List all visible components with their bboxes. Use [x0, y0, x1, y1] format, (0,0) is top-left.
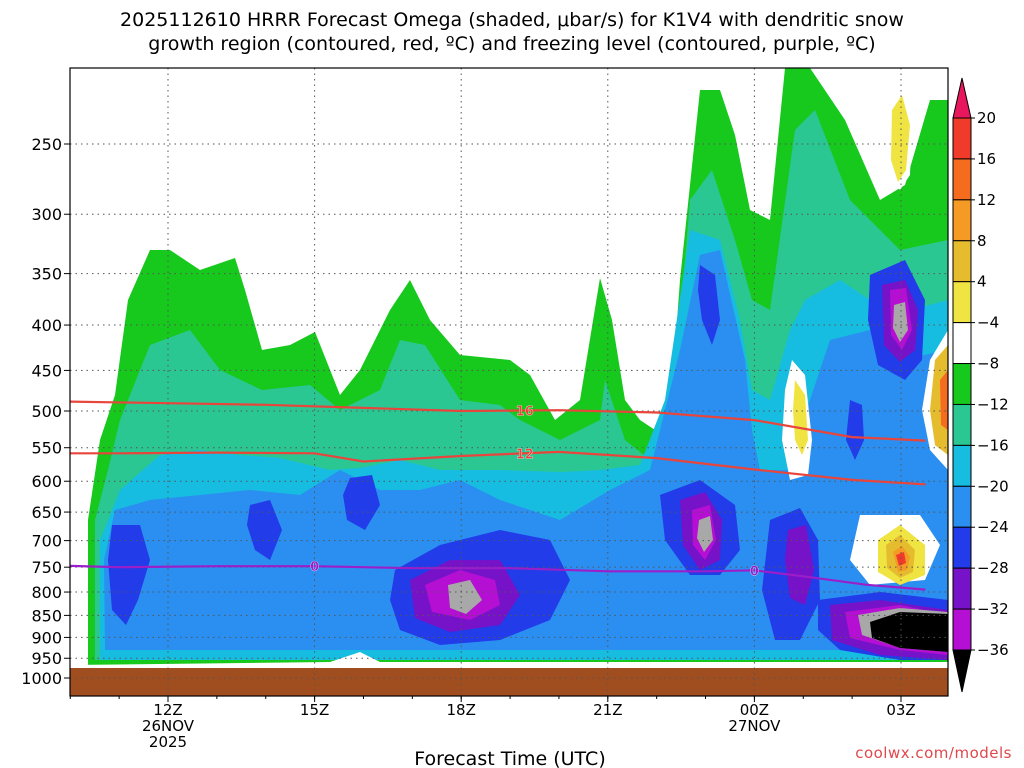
colorbar-bottom-arrow	[952, 649, 972, 693]
omega-cell-plus4a	[891, 95, 910, 182]
omega-cell-minus36	[870, 612, 948, 652]
y-tick-label: 600	[31, 472, 62, 491]
contour-label: 0	[310, 560, 319, 575]
colorbar-swatch	[952, 199, 972, 242]
x-tick-label: 03Z	[886, 701, 915, 719]
x-tick-label: 12Z	[153, 701, 182, 719]
contour-line	[70, 564, 926, 591]
omega-cell-minus32a	[448, 580, 482, 614]
colorbar-top-arrow	[952, 77, 972, 119]
y-tick-label: 350	[31, 265, 62, 284]
contours: 16 12 0 0	[70, 400, 926, 591]
colorbar-swatch	[952, 158, 972, 201]
chart-title-line2: growth region (contoured, red, ºC) and f…	[148, 33, 876, 55]
omega-cell-plus4b	[793, 380, 808, 455]
x-tick-label: 15Z	[300, 701, 329, 719]
colorbar-swatch	[952, 117, 972, 160]
x-axis-title: Forecast Time (UTC)	[414, 748, 605, 768]
omega-cell-minus20b	[247, 500, 282, 560]
colorbar-swatch	[952, 608, 972, 651]
y-tick-label: 300	[31, 205, 62, 224]
colorbar-label: −36	[977, 641, 1009, 659]
colorbar-label: −32	[977, 600, 1009, 618]
plot-frame	[69, 67, 949, 697]
colorbar-label: −28	[977, 559, 1009, 577]
colorbar: 20 16 12 8 4 −4 −8 −12 −16 −20 −24 −28 −32 −36	[952, 77, 1009, 693]
colorbar-label: 4	[977, 273, 987, 291]
y-tick-label: 1000	[21, 669, 62, 688]
contour-line	[70, 450, 926, 486]
x-tick-label: 18Z	[447, 701, 476, 719]
y-tick-label: 500	[31, 402, 62, 421]
y-tick-label: 750	[31, 558, 62, 577]
colorbar-label: 8	[977, 232, 987, 250]
chart-title-line1: 2025112610 HRRR Forecast Omega (shaded, …	[120, 9, 904, 31]
colorbar-label: −24	[977, 518, 1009, 536]
y-tick-label: 800	[31, 583, 62, 602]
colorbar-label: −12	[977, 395, 1009, 413]
omega-cell-minus20a	[108, 525, 150, 625]
omega-surface-gap	[70, 652, 948, 668]
contour-label: 12	[516, 447, 534, 462]
y-tick-label: 850	[31, 606, 62, 625]
omega-cell-plus8b	[930, 345, 948, 455]
colorbar-swatch	[952, 403, 972, 446]
omega-cell-minus20c	[343, 475, 380, 530]
y-tick-label: 550	[31, 439, 62, 458]
colorbar-swatch	[952, 363, 972, 405]
x-tick-label: 27NOV	[728, 717, 781, 735]
grid	[70, 68, 948, 696]
colorbar-label: 16	[977, 150, 996, 168]
x-tick-label: 00Z	[740, 701, 769, 719]
ground-below-surface	[70, 668, 948, 696]
colorbar-swatch	[952, 567, 972, 610]
colorbar-swatch	[952, 240, 972, 283]
colorbar-label: −16	[977, 436, 1009, 454]
y-tick-label: 950	[31, 649, 62, 668]
y-tick-label: 900	[31, 628, 62, 647]
x-tick-label: 2025	[149, 733, 187, 751]
y-axis: 250 300 350 400 450 500 550 600 650 700 750 800 850 9…	[21, 135, 70, 688]
colorbar-label: −20	[977, 477, 1009, 495]
credit-text: coolwx.com/models	[855, 744, 1012, 762]
contour-line	[70, 400, 926, 442]
x-tick-label: 21Z	[593, 701, 622, 719]
colorbar-swatch	[952, 281, 972, 324]
colorbar-swatch	[952, 322, 972, 365]
omega-cell-minus32b	[697, 516, 713, 552]
colorbar-label: −4	[977, 314, 999, 332]
colorbar-swatch	[952, 526, 972, 569]
colorbar-label: 20	[977, 109, 996, 127]
colorbar-label: −8	[977, 355, 999, 373]
colorbar-swatch	[952, 485, 972, 528]
omega-field	[70, 68, 948, 668]
y-tick-label: 650	[31, 503, 62, 522]
y-tick-label: 400	[31, 316, 62, 335]
colorbar-swatch	[952, 444, 972, 487]
omega-cell-plus16	[940, 370, 948, 430]
contour-label: 0	[750, 564, 759, 579]
y-tick-label: 450	[31, 361, 62, 380]
colorbar-label: 12	[977, 191, 996, 209]
y-tick-label: 700	[31, 532, 62, 551]
omega-cell-minus20h	[846, 400, 864, 460]
y-tick-label: 250	[31, 135, 62, 154]
contour-label: 16	[516, 404, 534, 419]
x-tick-label: 26NOV	[142, 717, 195, 735]
omega-cell-minus24c	[785, 525, 814, 605]
